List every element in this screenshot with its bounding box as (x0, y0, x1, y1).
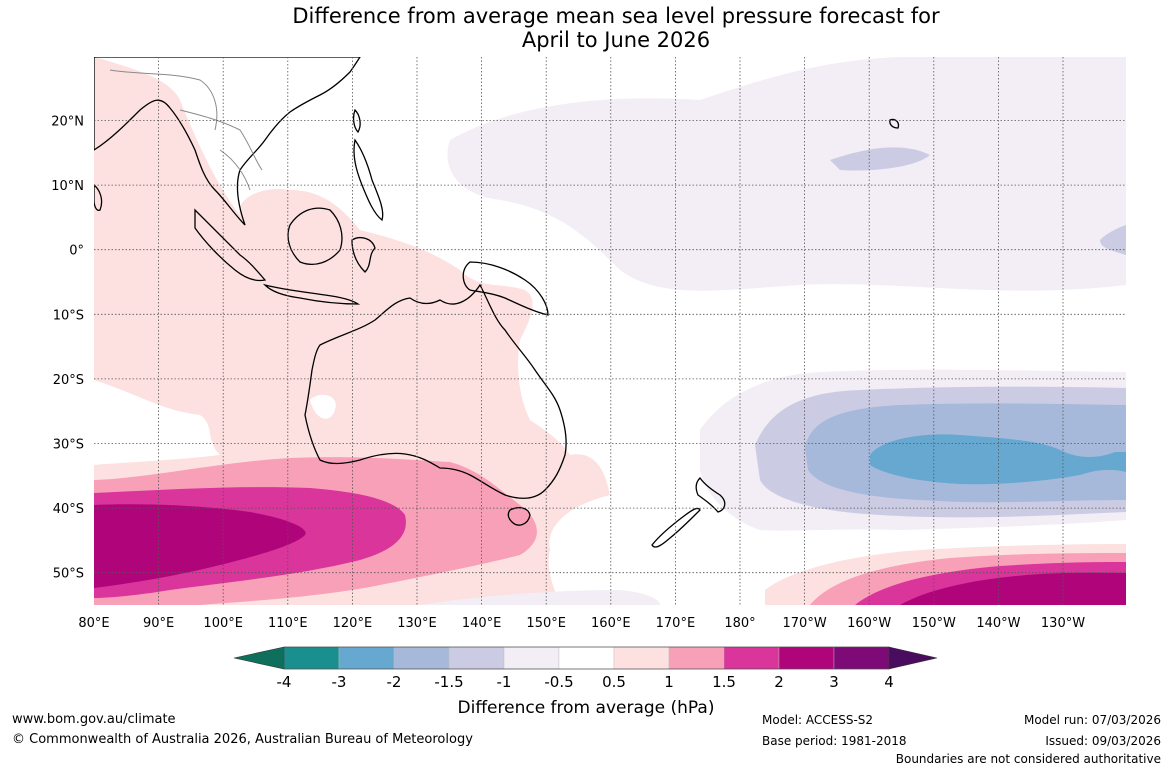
longitude-label: 160°E (591, 616, 631, 631)
coastline-new-zealand-north (695, 476, 726, 513)
latitude-label: 0° (69, 244, 84, 259)
colorbar-tick-label: 3 (829, 673, 839, 691)
coastline-taiwan (352, 108, 361, 134)
gridlines (94, 57, 1126, 605)
latitude-label: 10°S (53, 308, 84, 323)
colorbar-swatch (393, 646, 450, 670)
anomaly-band-2-3 (94, 504, 306, 588)
anomaly-region-north-pacific-mid (830, 147, 930, 171)
map-title: Difference from average mean sea level p… (0, 4, 1173, 52)
coastline-hawaii (889, 118, 900, 129)
colorbar-swatch (503, 646, 560, 670)
latitude-label: 50°S (53, 567, 84, 582)
colorbar-tick-label: 2 (774, 673, 784, 691)
country-boundaries (109, 69, 263, 191)
title-line1: Difference from average mean sea level p… (292, 4, 940, 28)
longitude-label: 100°E (203, 616, 243, 631)
latitude-label: 10°N (51, 179, 84, 194)
anomaly-region-south-west-neutral (310, 394, 336, 419)
longitude-label: 140°W (976, 616, 1020, 631)
colorbar-tick-label: -2 (387, 673, 402, 691)
colorbar-tick-label: 1.5 (712, 673, 736, 691)
footer-model-run: Model run: 07/03/2026 (1023, 713, 1161, 727)
footer-issued: Issued: 09/03/2026 (1045, 734, 1161, 748)
map-area (94, 57, 1126, 605)
colorbar-swatch (778, 646, 835, 670)
longitude-label: 140°E (462, 616, 502, 631)
colorbar-extend-low (233, 646, 285, 670)
latitude-label: 40°S (53, 502, 84, 517)
longitude-label: 80°E (78, 616, 109, 631)
longitude-label: 180° (724, 616, 755, 631)
latitude-label: 20°N (51, 115, 84, 130)
colorbar-title: Difference from average (hPa) (458, 698, 715, 718)
colorbar-swatch (613, 646, 670, 670)
coastline-new-guinea (462, 261, 549, 316)
longitude-label: 170°E (656, 616, 696, 631)
colorbar-tick-label: -4 (277, 673, 292, 691)
anomaly-region-southern-neg (420, 590, 660, 605)
colorbar-tick-label: -0.5 (544, 673, 573, 691)
longitude-label: 150°E (526, 616, 566, 631)
colorbar-tick-label: -1.5 (434, 673, 463, 691)
longitude-label: 170°W (783, 616, 827, 631)
longitude-label: 110°E (268, 616, 308, 631)
longitude-label: 130°W (1041, 616, 1085, 631)
longitude-label: 160°W (847, 616, 891, 631)
colorbar-tick-label: 1 (664, 673, 674, 691)
colorbar-tick-label: 0.5 (602, 673, 626, 691)
coastline-sulawesi (351, 237, 376, 273)
colorbar-extend-high (888, 646, 938, 670)
colorbar: -4 -3 -2 -1.5 -1 -0.5 0.5 1 1.5 2 3 4 (233, 646, 938, 691)
anomaly-region-southeast-pos-core (900, 572, 1126, 605)
anomaly-region-north-pacific-light (447, 57, 1126, 291)
latitude-labels: 20°N 10°N 0° 10°S 20°S 30°S 40°S 50°S (51, 115, 84, 582)
footer-disclaimer: Boundaries are not considered authoritat… (895, 752, 1161, 766)
latitude-label: 30°S (53, 438, 84, 453)
coastline-new-zealand-south (651, 507, 701, 548)
coastline-philippines (353, 138, 384, 222)
longitude-labels: 80°E 90°E 100°E 110°E 120°E 130°E 140°E 150°E 16… (78, 616, 1085, 631)
colorbar-outline (283, 646, 890, 670)
footer-copyright: © Commonwealth of Australia 2026, Austra… (12, 732, 473, 747)
title-line2: April to June 2026 (521, 28, 711, 52)
footer-website[interactable]: www.bom.gov.au/climate (12, 712, 176, 727)
colorbar-swatch (558, 646, 615, 670)
colorbar-swatch (833, 646, 890, 670)
colorbar-swatch (448, 646, 505, 670)
coastlines (94, 57, 900, 548)
coastline-sumatra (194, 208, 267, 282)
coastline-asia (94, 57, 361, 226)
footer-base-period: Base period: 1981-2018 (762, 734, 907, 748)
colorbar-swatch (668, 646, 725, 670)
colorbar-swatch (723, 646, 780, 670)
colorbar-swatch (283, 646, 340, 670)
anomaly-region-equatorial-east (1100, 225, 1126, 255)
longitude-label: 150°W (912, 616, 956, 631)
colorbar-tick-label: -3 (332, 673, 347, 691)
coastline-australia (304, 283, 567, 499)
longitude-label: 130°E (397, 616, 437, 631)
coastline-india-sri-lanka (94, 184, 103, 211)
longitude-label: 90°E (143, 616, 174, 631)
colorbar-tick-label: -1 (497, 673, 512, 691)
latitude-label: 20°S (53, 373, 84, 388)
footer-model: Model: ACCESS-S2 (762, 713, 874, 727)
longitude-label: 120°E (333, 616, 373, 631)
colorbar-swatch (338, 646, 395, 670)
colorbar-tick-label: 4 (884, 673, 894, 691)
